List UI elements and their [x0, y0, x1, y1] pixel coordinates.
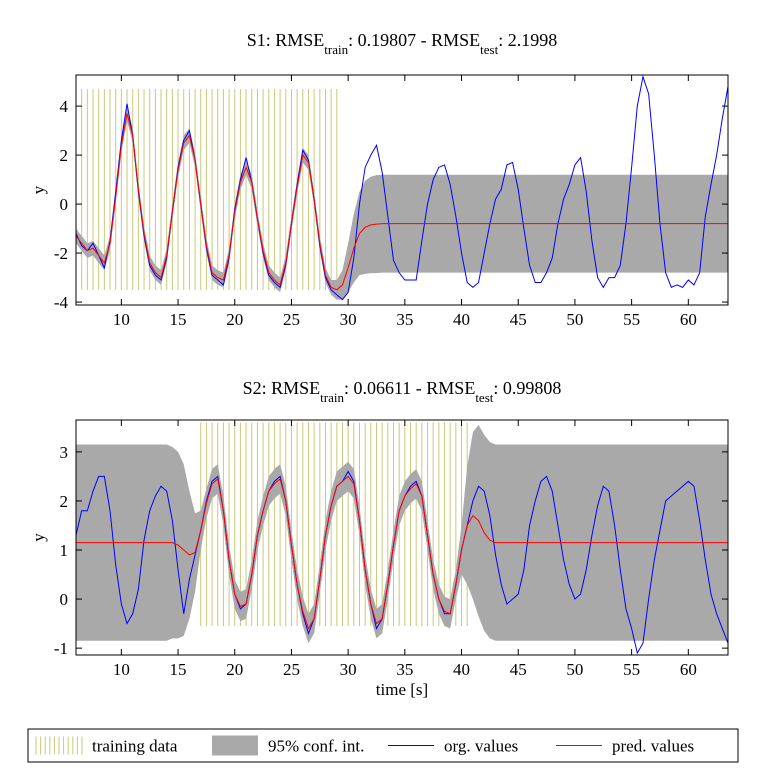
- title-part: : 2.1998: [498, 30, 557, 50]
- legend-label: pred. values: [612, 737, 694, 756]
- x-tick-label: 30: [340, 660, 357, 679]
- y-axis-label: y: [29, 533, 48, 542]
- title-part: : 0.06611 - RMSE: [344, 378, 475, 398]
- x-tick-label: 60: [680, 660, 697, 679]
- x-tick-label: 30: [340, 310, 357, 329]
- legend-label: training data: [92, 737, 178, 756]
- chart-title: S1: RMSEtrain: 0.19807 - RMSEtest: 2.199…: [247, 30, 557, 57]
- title-part: : 0.19807 - RMSE: [348, 30, 480, 50]
- x-tick-label: 50: [566, 660, 583, 679]
- title-subscript: test: [475, 390, 493, 405]
- x-axis-label: time [s]: [376, 680, 428, 699]
- axes-box: [75, 74, 729, 306]
- x-tick-label: 40: [453, 660, 470, 679]
- title-subscript: test: [480, 42, 498, 57]
- x-tick-label: 40: [453, 310, 470, 329]
- y-tick-label: -2: [54, 244, 68, 263]
- x-tick-label: 55: [623, 660, 640, 679]
- x-tick-label: 25: [283, 310, 300, 329]
- legend-box: [27, 728, 739, 763]
- plot-area: [76, 422, 728, 655]
- y-tick-label: 2: [60, 146, 69, 165]
- prediction-line: [76, 113, 728, 291]
- confidence-band: [76, 424, 728, 644]
- original-line: [76, 75, 728, 301]
- y-tick-label: 2: [60, 492, 69, 511]
- x-tick-label: 15: [170, 660, 187, 679]
- x-tick-label: 35: [396, 310, 413, 329]
- x-tick-label: 35: [396, 660, 413, 679]
- x-tick-label: 50: [566, 310, 583, 329]
- x-tick-label: 20: [226, 310, 243, 329]
- x-tick-label: 55: [623, 310, 640, 329]
- x-tick-label: 15: [170, 310, 187, 329]
- title-subscript: train: [324, 42, 348, 57]
- confidence-band: [76, 106, 728, 300]
- axes-box: [75, 419, 729, 656]
- title-part: S1: RMSE: [247, 30, 325, 50]
- x-tick-label: 20: [226, 660, 243, 679]
- y-tick-label: 1: [60, 541, 69, 560]
- title-part: : 0.99808: [493, 378, 561, 398]
- y-tick-label: -4: [54, 293, 69, 312]
- y-tick-label: 0: [60, 195, 69, 214]
- legend-label: org. values: [444, 737, 518, 756]
- y-tick-label: 0: [60, 590, 69, 609]
- title-part: S2: RMSE: [243, 378, 321, 398]
- y-tick-label: -1: [54, 639, 68, 658]
- y-tick-label: 3: [60, 443, 69, 462]
- legend: training data 95% conf. int. org. values pr…: [27, 728, 739, 763]
- x-tick-label: 10: [113, 660, 130, 679]
- x-tick-label: 45: [510, 660, 527, 679]
- x-tick-label: 60: [680, 310, 697, 329]
- plot-area: [76, 75, 728, 301]
- prediction-line: [76, 475, 728, 630]
- chart-title: S2: RMSEtrain: 0.06611 - RMSEtest: 0.998…: [243, 378, 562, 405]
- x-tick-label: 25: [283, 660, 300, 679]
- x-tick-label: 45: [510, 310, 527, 329]
- title-subscript: train: [320, 390, 344, 405]
- y-axis-label: y: [29, 185, 48, 194]
- y-tick-label: 4: [60, 97, 69, 116]
- x-tick-label: 10: [113, 310, 130, 329]
- legend-swatch: [212, 735, 258, 756]
- legend-label: 95% conf. int.: [268, 737, 364, 756]
